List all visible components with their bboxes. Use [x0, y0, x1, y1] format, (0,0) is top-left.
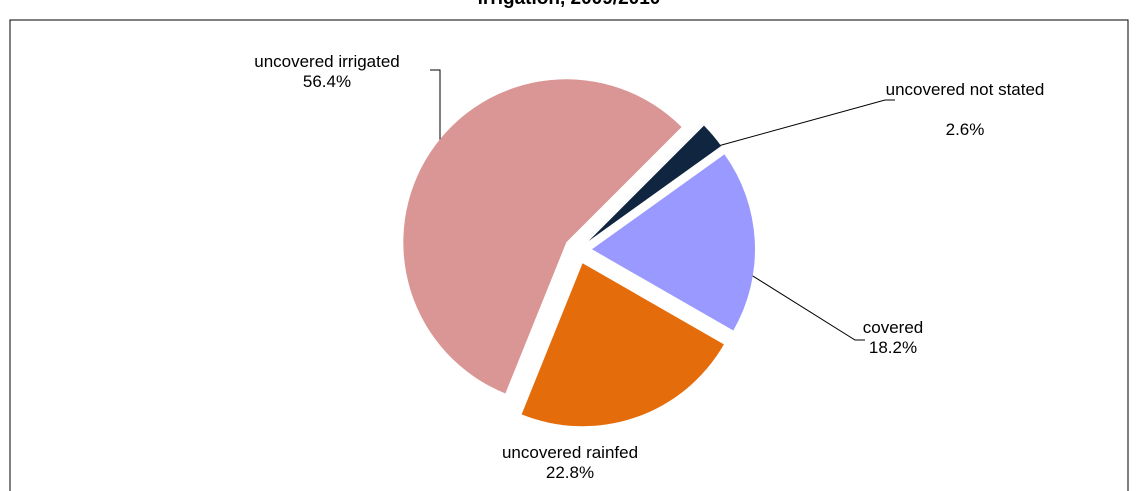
- value-label: 22.8%: [545, 463, 595, 482]
- slice-label: uncovered rainfed: [501, 443, 639, 462]
- pie-slice: [591, 154, 755, 331]
- pie-slice: [521, 263, 724, 427]
- slice-label: uncovered irrigated: [254, 52, 400, 71]
- leader-line: [717, 99, 895, 147]
- pie-slice: [588, 125, 722, 241]
- leader-line: [739, 267, 865, 341]
- slice-label: covered: [862, 318, 924, 337]
- leader-line: [430, 69, 441, 150]
- frame: [9, 19, 1129, 491]
- value-label: 18.2%: [868, 338, 918, 357]
- pie-slice: [403, 79, 682, 394]
- value-label: 2.6%: [945, 120, 985, 139]
- chart-title: irrigation, 2009/2010: [478, 0, 661, 10]
- value-label: 56.4%: [302, 72, 352, 91]
- slice-label: uncovered not stated: [885, 80, 1045, 99]
